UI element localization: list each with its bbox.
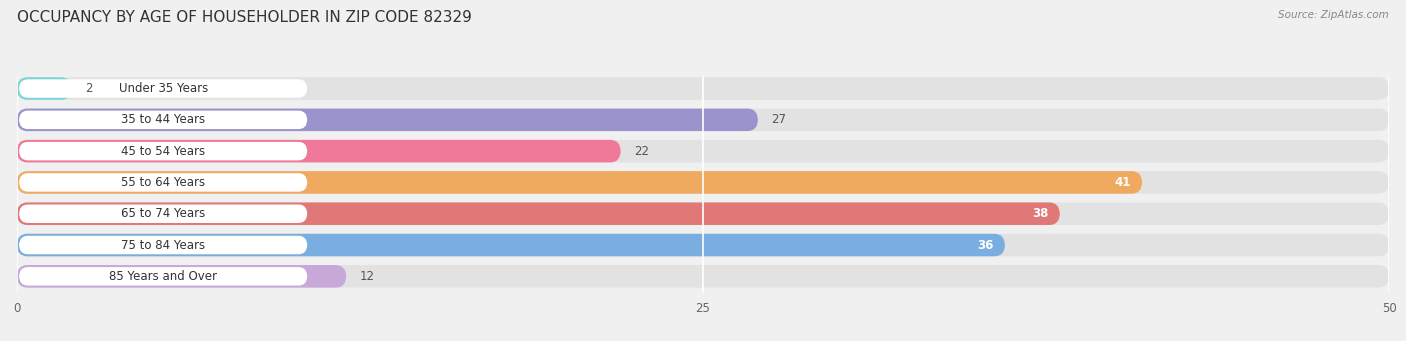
Text: 85 Years and Over: 85 Years and Over xyxy=(110,270,217,283)
FancyBboxPatch shape xyxy=(17,108,1389,131)
Text: Source: ZipAtlas.com: Source: ZipAtlas.com xyxy=(1278,10,1389,20)
Text: 12: 12 xyxy=(360,270,375,283)
FancyBboxPatch shape xyxy=(20,79,308,98)
Text: 27: 27 xyxy=(772,113,786,126)
FancyBboxPatch shape xyxy=(20,110,308,129)
FancyBboxPatch shape xyxy=(17,234,1005,256)
FancyBboxPatch shape xyxy=(20,205,308,223)
Text: 75 to 84 Years: 75 to 84 Years xyxy=(121,239,205,252)
FancyBboxPatch shape xyxy=(17,203,1389,225)
Text: 38: 38 xyxy=(1032,207,1049,220)
Text: 35 to 44 Years: 35 to 44 Years xyxy=(121,113,205,126)
FancyBboxPatch shape xyxy=(17,171,1142,194)
FancyBboxPatch shape xyxy=(17,77,72,100)
FancyBboxPatch shape xyxy=(17,140,620,162)
Text: 22: 22 xyxy=(634,145,650,158)
FancyBboxPatch shape xyxy=(20,236,308,254)
FancyBboxPatch shape xyxy=(17,203,1060,225)
FancyBboxPatch shape xyxy=(17,108,758,131)
FancyBboxPatch shape xyxy=(20,173,308,192)
FancyBboxPatch shape xyxy=(20,267,308,285)
Text: 55 to 64 Years: 55 to 64 Years xyxy=(121,176,205,189)
Text: 41: 41 xyxy=(1115,176,1132,189)
FancyBboxPatch shape xyxy=(20,142,308,160)
FancyBboxPatch shape xyxy=(17,265,1389,287)
Text: 36: 36 xyxy=(977,239,994,252)
Text: 65 to 74 Years: 65 to 74 Years xyxy=(121,207,205,220)
FancyBboxPatch shape xyxy=(17,265,346,287)
FancyBboxPatch shape xyxy=(17,171,1389,194)
Text: Under 35 Years: Under 35 Years xyxy=(118,82,208,95)
Text: 45 to 54 Years: 45 to 54 Years xyxy=(121,145,205,158)
FancyBboxPatch shape xyxy=(17,140,1389,162)
FancyBboxPatch shape xyxy=(17,77,1389,100)
Text: 2: 2 xyxy=(86,82,93,95)
Text: OCCUPANCY BY AGE OF HOUSEHOLDER IN ZIP CODE 82329: OCCUPANCY BY AGE OF HOUSEHOLDER IN ZIP C… xyxy=(17,10,472,25)
FancyBboxPatch shape xyxy=(17,234,1389,256)
